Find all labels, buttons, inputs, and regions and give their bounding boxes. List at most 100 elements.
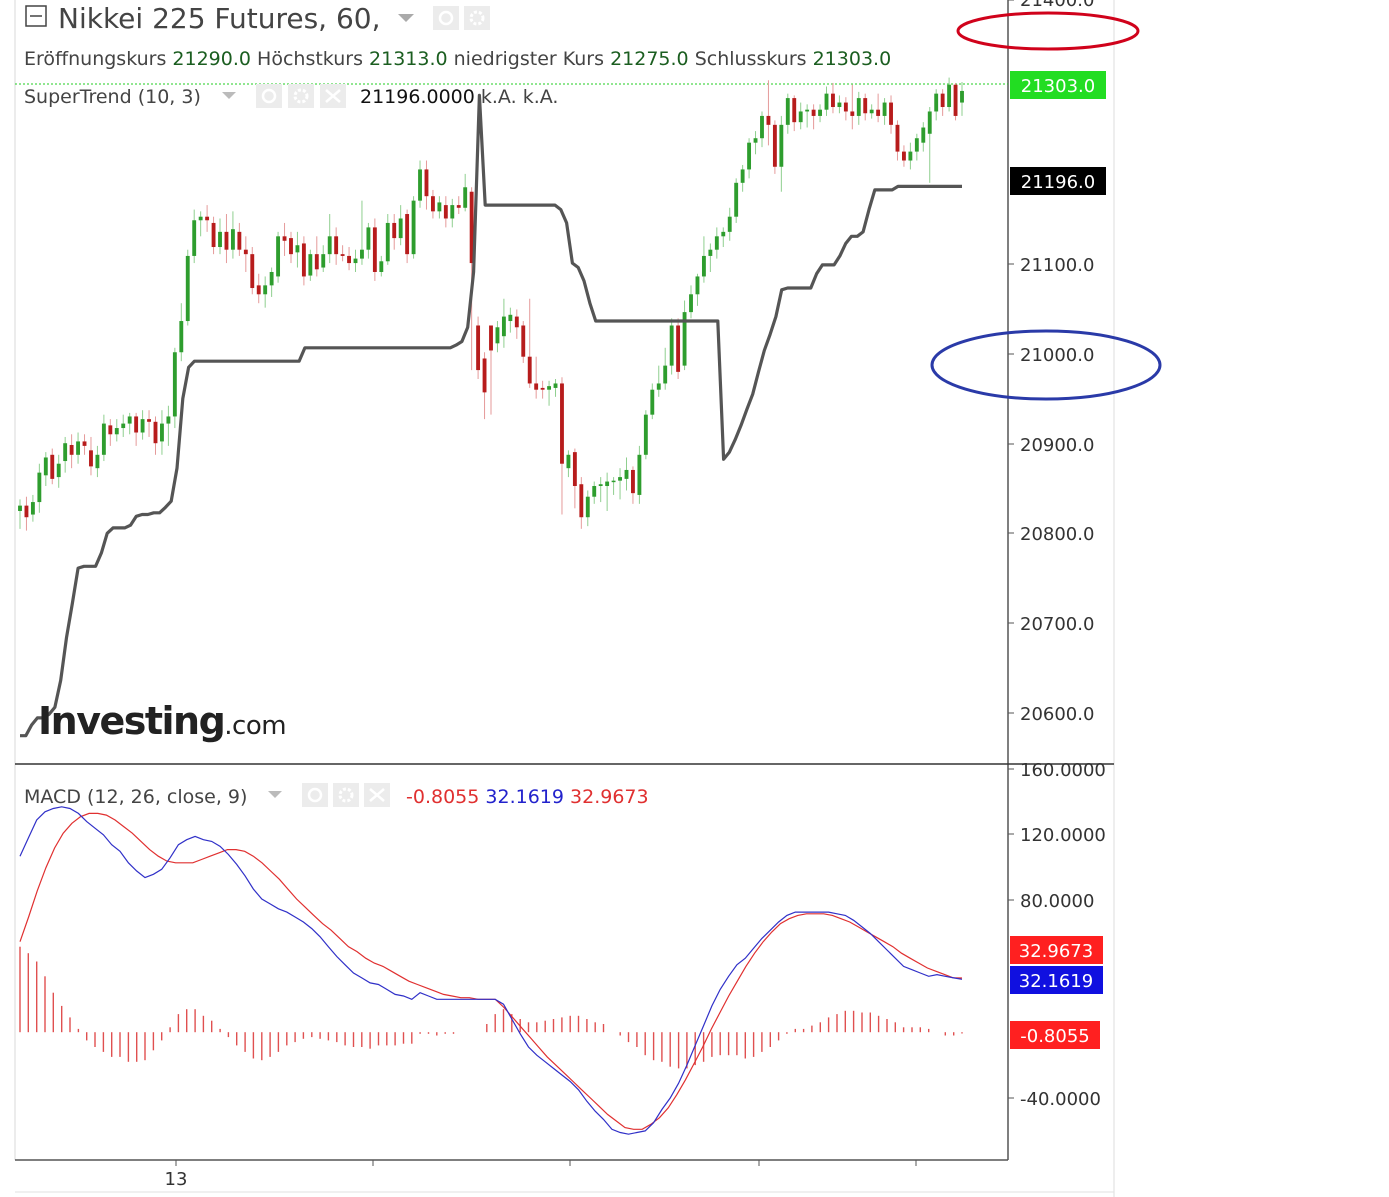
macd-tick-80: 80.0000 [1020, 891, 1094, 912]
candle-body [547, 386, 552, 390]
candle-body [456, 205, 461, 208]
chevron-down-icon[interactable] [398, 14, 414, 22]
candle-body [282, 236, 287, 241]
candle [160, 410, 164, 455]
candle-body [927, 111, 932, 134]
candle [289, 231, 293, 264]
candle-body [953, 84, 958, 116]
candle [301, 236, 306, 286]
candle [650, 383, 655, 420]
candle-body [269, 271, 274, 286]
candle-body [663, 365, 668, 384]
gear-icon[interactable] [333, 783, 359, 807]
candle [843, 97, 848, 121]
supertrend-na-2: k.A. [523, 86, 559, 108]
candle [592, 481, 597, 504]
candle-body [489, 325, 493, 351]
gear-icon[interactable] [464, 6, 490, 30]
candle-body [347, 255, 351, 264]
chart-header: Nikkei 225 Futures, 60, Eröffnungskurs 2… [24, 2, 891, 70]
svg-text:-0.8055 32.1619 32.9673: -0.8055 32.1619 32.9673 [406, 786, 649, 808]
candle [901, 145, 906, 167]
macd-signal-value: 32.9673 [570, 786, 649, 808]
candle-body [340, 254, 345, 256]
candle [340, 245, 345, 262]
candle [824, 86, 829, 116]
candle-body [856, 98, 861, 116]
candle [443, 196, 448, 228]
eye-icon[interactable] [433, 6, 459, 30]
eye-icon[interactable] [302, 783, 328, 807]
candle [308, 249, 313, 281]
candle-body [876, 109, 881, 116]
eye-icon[interactable] [256, 84, 282, 108]
candle [230, 211, 235, 259]
candle-body [114, 428, 119, 435]
close-label: Schlusskurs [695, 48, 807, 70]
candle-body [947, 84, 952, 108]
collapse-toggle[interactable] [25, 5, 47, 27]
chevron-down-icon[interactable] [222, 92, 236, 99]
candle-body [901, 151, 906, 161]
candle [282, 222, 287, 256]
supertrend-price-tag: 21196.0 [1010, 167, 1106, 195]
candle [508, 307, 513, 333]
candle-body [527, 356, 532, 384]
candle [211, 216, 216, 255]
candle [682, 300, 687, 371]
macd-tick-minus40: -40.0000 [1020, 1089, 1101, 1110]
x-axis: 13 [165, 1160, 917, 1190]
chevron-down-icon[interactable] [268, 791, 282, 798]
candle [643, 410, 648, 460]
candle-body [63, 443, 68, 462]
candle-body [760, 115, 764, 139]
candle [69, 434, 74, 469]
gear-icon[interactable] [288, 84, 314, 108]
candle [224, 214, 229, 264]
candle [740, 164, 745, 192]
candle-body [592, 486, 597, 497]
candle [689, 285, 693, 319]
candle-body [618, 477, 622, 481]
candle-body [89, 450, 93, 467]
close-icon[interactable] [320, 84, 346, 108]
close-icon[interactable] [364, 783, 390, 807]
candle [882, 98, 887, 125]
candle-body [211, 222, 216, 248]
candle-body [682, 312, 687, 366]
candle-body [250, 254, 255, 289]
candle-body [689, 294, 693, 313]
candle-body [37, 472, 42, 503]
candle [785, 93, 790, 134]
candle-body [185, 255, 190, 322]
candle-body [482, 358, 487, 393]
svg-text:Investing.com: Investing.com [38, 699, 286, 743]
candle [153, 416, 158, 455]
candle-body [121, 423, 126, 429]
candle [450, 198, 455, 228]
candle-body [327, 236, 332, 255]
candle-body [334, 236, 339, 255]
candle [611, 477, 616, 495]
price-y-axis: 21400.0 21100.0 21000.0 20900.0 20800.0 … [1008, 0, 1094, 725]
candle [489, 325, 493, 415]
open-label: Eröffnungskurs [24, 48, 166, 70]
candle [540, 380, 545, 399]
candle-body [450, 205, 455, 219]
candle-body [43, 457, 48, 476]
candle [243, 236, 248, 272]
candle-body [108, 425, 113, 435]
candle [476, 316, 481, 379]
macd-tick-120: 120.0000 [1020, 825, 1106, 846]
candle [185, 249, 190, 326]
candle-body [508, 314, 513, 322]
supertrend-line [20, 93, 962, 738]
candle [766, 80, 771, 146]
candle-body [560, 383, 564, 464]
candle-body [289, 238, 293, 255]
candle-body [676, 325, 681, 372]
candle [172, 347, 177, 429]
candle [179, 303, 184, 362]
candle [424, 160, 429, 210]
supertrend-price-tag-text: 21196.0 [1021, 172, 1095, 193]
